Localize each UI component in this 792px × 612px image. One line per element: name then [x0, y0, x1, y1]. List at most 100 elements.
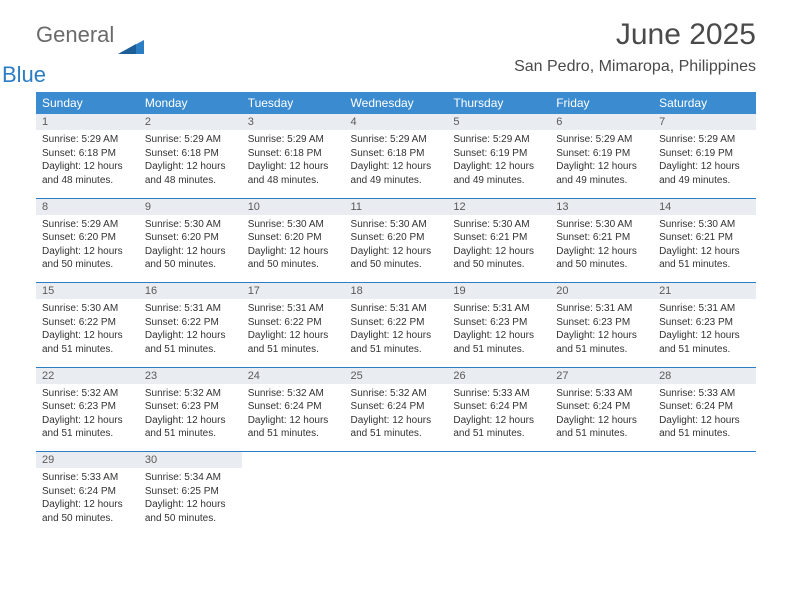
- day-number-cell: 25: [345, 367, 448, 384]
- day-content-cell: Sunrise: 5:31 AMSunset: 6:23 PMDaylight:…: [550, 299, 653, 367]
- sunrise-text: Sunrise: 5:29 AM: [145, 133, 236, 147]
- daylight-text: Daylight: 12 hours and 50 minutes.: [145, 245, 236, 272]
- daylight-text: Daylight: 12 hours and 48 minutes.: [42, 160, 133, 187]
- sunrise-text: Sunrise: 5:29 AM: [351, 133, 442, 147]
- day-content-cell: Sunrise: 5:30 AMSunset: 6:20 PMDaylight:…: [345, 215, 448, 283]
- daylight-text: Daylight: 12 hours and 51 minutes.: [453, 414, 544, 441]
- daylight-text: Daylight: 12 hours and 51 minutes.: [351, 414, 442, 441]
- day-number-cell: 4: [345, 114, 448, 130]
- sunrise-text: Sunrise: 5:32 AM: [248, 387, 339, 401]
- daylight-text: Daylight: 12 hours and 51 minutes.: [556, 329, 647, 356]
- sunrise-text: Sunrise: 5:33 AM: [556, 387, 647, 401]
- sunset-text: Sunset: 6:21 PM: [659, 231, 750, 245]
- sunset-text: Sunset: 6:23 PM: [556, 316, 647, 330]
- weekday-header: Tuesday: [242, 92, 345, 114]
- weekday-header-row: Sunday Monday Tuesday Wednesday Thursday…: [36, 92, 756, 114]
- day-number-cell: 16: [139, 283, 242, 300]
- day-number-cell: 8: [36, 198, 139, 215]
- sunrise-text: Sunrise: 5:30 AM: [659, 218, 750, 232]
- day-number-cell: 9: [139, 198, 242, 215]
- sunset-text: Sunset: 6:22 PM: [351, 316, 442, 330]
- day-number-cell: 13: [550, 198, 653, 215]
- day-content-cell: Sunrise: 5:32 AMSunset: 6:24 PMDaylight:…: [242, 384, 345, 452]
- sunset-text: Sunset: 6:19 PM: [659, 147, 750, 161]
- day-number-cell: 12: [447, 198, 550, 215]
- day-content-cell: [345, 468, 448, 536]
- sunrise-text: Sunrise: 5:29 AM: [42, 218, 133, 232]
- sunset-text: Sunset: 6:20 PM: [42, 231, 133, 245]
- day-number-cell: 1: [36, 114, 139, 130]
- sunset-text: Sunset: 6:24 PM: [453, 400, 544, 414]
- day-content-cell: Sunrise: 5:29 AMSunset: 6:18 PMDaylight:…: [242, 130, 345, 198]
- sunset-text: Sunset: 6:19 PM: [556, 147, 647, 161]
- day-number-cell: 11: [345, 198, 448, 215]
- weekday-header: Sunday: [36, 92, 139, 114]
- brand-logo: General Blue: [36, 24, 144, 68]
- sunset-text: Sunset: 6:22 PM: [42, 316, 133, 330]
- daylight-text: Daylight: 12 hours and 49 minutes.: [453, 160, 544, 187]
- day-content-cell: Sunrise: 5:32 AMSunset: 6:23 PMDaylight:…: [36, 384, 139, 452]
- brand-triangle-icon: [118, 36, 144, 59]
- daylight-text: Daylight: 12 hours and 51 minutes.: [248, 414, 339, 441]
- day-number-cell: 17: [242, 283, 345, 300]
- sunrise-text: Sunrise: 5:33 AM: [453, 387, 544, 401]
- day-number-cell: [550, 452, 653, 469]
- sunset-text: Sunset: 6:23 PM: [145, 400, 236, 414]
- daylight-text: Daylight: 12 hours and 51 minutes.: [145, 414, 236, 441]
- day-number-cell: 18: [345, 283, 448, 300]
- weekday-header: Wednesday: [345, 92, 448, 114]
- day-content-cell: [447, 468, 550, 536]
- day-content-cell: Sunrise: 5:30 AMSunset: 6:20 PMDaylight:…: [242, 215, 345, 283]
- day-content-cell: Sunrise: 5:30 AMSunset: 6:21 PMDaylight:…: [550, 215, 653, 283]
- daylight-text: Daylight: 12 hours and 51 minutes.: [659, 245, 750, 272]
- day-number-cell: [345, 452, 448, 469]
- sunrise-text: Sunrise: 5:31 AM: [453, 302, 544, 316]
- sunrise-text: Sunrise: 5:31 AM: [248, 302, 339, 316]
- daylight-text: Daylight: 12 hours and 49 minutes.: [659, 160, 750, 187]
- day-number-cell: 26: [447, 367, 550, 384]
- day-content-cell: Sunrise: 5:29 AMSunset: 6:18 PMDaylight:…: [345, 130, 448, 198]
- sunset-text: Sunset: 6:21 PM: [453, 231, 544, 245]
- sunrise-text: Sunrise: 5:31 AM: [145, 302, 236, 316]
- month-title: June 2025: [514, 18, 756, 52]
- day-content-cell: Sunrise: 5:29 AMSunset: 6:19 PMDaylight:…: [653, 130, 756, 198]
- sunrise-text: Sunrise: 5:30 AM: [145, 218, 236, 232]
- sunset-text: Sunset: 6:22 PM: [248, 316, 339, 330]
- day-number-cell: [447, 452, 550, 469]
- sunrise-text: Sunrise: 5:31 AM: [556, 302, 647, 316]
- daylight-text: Daylight: 12 hours and 50 minutes.: [556, 245, 647, 272]
- daylight-text: Daylight: 12 hours and 51 minutes.: [556, 414, 647, 441]
- day-content-cell: [550, 468, 653, 536]
- day-number-cell: 23: [139, 367, 242, 384]
- sunrise-text: Sunrise: 5:29 AM: [42, 133, 133, 147]
- daylight-text: Daylight: 12 hours and 51 minutes.: [659, 414, 750, 441]
- sunset-text: Sunset: 6:18 PM: [145, 147, 236, 161]
- daylight-text: Daylight: 12 hours and 51 minutes.: [351, 329, 442, 356]
- daylight-text: Daylight: 12 hours and 49 minutes.: [351, 160, 442, 187]
- sunset-text: Sunset: 6:21 PM: [556, 231, 647, 245]
- weekday-header: Friday: [550, 92, 653, 114]
- day-content-cell: Sunrise: 5:30 AMSunset: 6:21 PMDaylight:…: [653, 215, 756, 283]
- sunset-text: Sunset: 6:24 PM: [556, 400, 647, 414]
- sunset-text: Sunset: 6:24 PM: [248, 400, 339, 414]
- day-number-row: 1234567: [36, 114, 756, 130]
- daylight-text: Daylight: 12 hours and 50 minutes.: [145, 498, 236, 525]
- day-content-cell: Sunrise: 5:31 AMSunset: 6:22 PMDaylight:…: [242, 299, 345, 367]
- sunrise-text: Sunrise: 5:33 AM: [42, 471, 133, 485]
- day-content-row: Sunrise: 5:33 AMSunset: 6:24 PMDaylight:…: [36, 468, 756, 536]
- sunrise-text: Sunrise: 5:30 AM: [453, 218, 544, 232]
- sunset-text: Sunset: 6:20 PM: [351, 231, 442, 245]
- day-content-cell: Sunrise: 5:29 AMSunset: 6:19 PMDaylight:…: [447, 130, 550, 198]
- sunrise-text: Sunrise: 5:32 AM: [42, 387, 133, 401]
- day-number-row: 891011121314: [36, 198, 756, 215]
- weekday-header: Saturday: [653, 92, 756, 114]
- daylight-text: Daylight: 12 hours and 49 minutes.: [556, 160, 647, 187]
- day-number-cell: 15: [36, 283, 139, 300]
- day-number-cell: 24: [242, 367, 345, 384]
- day-content-cell: Sunrise: 5:31 AMSunset: 6:22 PMDaylight:…: [139, 299, 242, 367]
- day-content-cell: Sunrise: 5:29 AMSunset: 6:19 PMDaylight:…: [550, 130, 653, 198]
- weekday-header: Thursday: [447, 92, 550, 114]
- day-content-cell: Sunrise: 5:29 AMSunset: 6:18 PMDaylight:…: [139, 130, 242, 198]
- sunrise-text: Sunrise: 5:29 AM: [659, 133, 750, 147]
- day-content-cell: Sunrise: 5:30 AMSunset: 6:20 PMDaylight:…: [139, 215, 242, 283]
